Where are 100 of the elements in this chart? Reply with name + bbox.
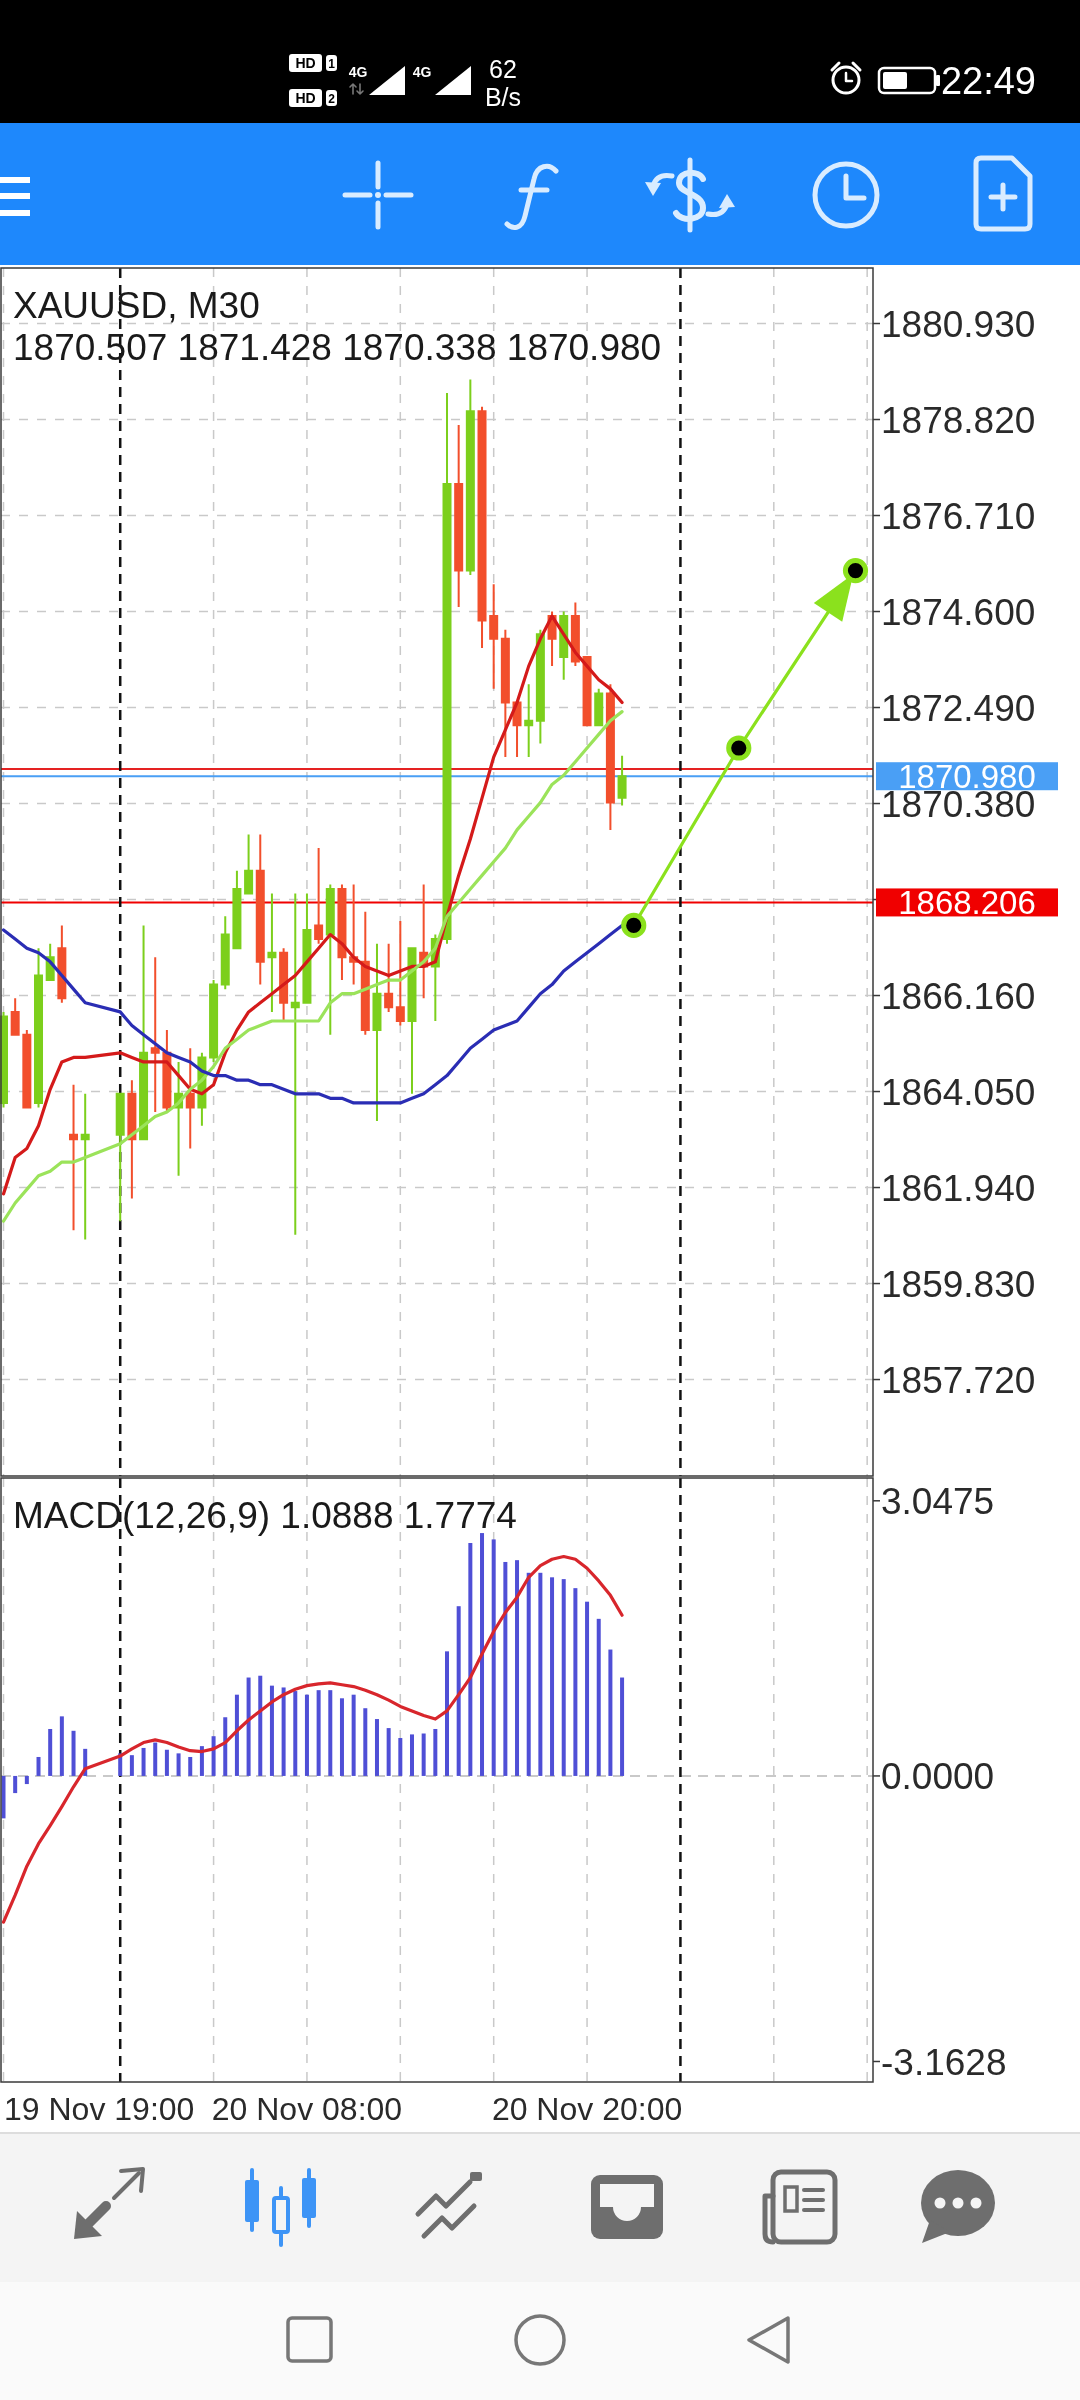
text: B/s	[484, 83, 522, 111]
bar	[608, 1649, 613, 1776]
bar	[538, 1572, 543, 1776]
text: 22:49	[940, 60, 1036, 102]
y-tick-label: 1861.940	[881, 1167, 1036, 1209]
candlestick	[605, 683, 615, 831]
candlestick	[115, 1092, 125, 1223]
bar	[421, 1733, 426, 1776]
bar	[141, 1747, 146, 1776]
candlestick	[185, 1047, 195, 1150]
candlestick	[314, 847, 324, 945]
bar	[433, 1728, 438, 1776]
bar	[573, 1588, 578, 1776]
bar	[269, 1685, 274, 1776]
text: XAUUSD, M30	[13, 285, 260, 326]
text: MACD(12,26,9) 1.0888 1.7774	[13, 1495, 517, 1536]
candlestick	[524, 683, 534, 759]
y-tick-label: 1876.710	[881, 495, 1036, 537]
y-tick-label: 1880.930	[881, 303, 1036, 345]
candlestick	[407, 947, 417, 1095]
bar	[176, 1753, 181, 1776]
bar	[211, 1736, 216, 1776]
x-tick-label: 20 Nov 08:00	[211, 2091, 403, 2127]
bar	[480, 1533, 485, 1776]
candlestick	[617, 754, 627, 807]
bar	[316, 1690, 321, 1776]
y-tick-label: 1872.490	[881, 687, 1036, 729]
candlestick	[232, 869, 242, 950]
candlestick	[465, 378, 475, 577]
y-tick-label: 1857.720	[881, 1359, 1036, 1401]
bar	[351, 1694, 356, 1776]
bar	[129, 1755, 134, 1776]
candlestick	[302, 892, 312, 1004]
candlestick	[267, 892, 277, 1013]
bar	[550, 1577, 555, 1776]
candlestick	[150, 956, 160, 1114]
candlestick	[244, 833, 254, 895]
bar	[596, 1618, 601, 1776]
text: HD	[295, 90, 316, 106]
bar	[246, 1677, 251, 1776]
candlestick	[477, 405, 487, 649]
candlestick	[209, 979, 219, 1063]
bar	[258, 1675, 263, 1776]
y-tick-label: 3.0475	[881, 1481, 995, 1523]
bar	[515, 1560, 520, 1776]
candlestick	[535, 628, 545, 745]
candlestick	[395, 919, 405, 1027]
y-tick-label: -3.1628	[881, 2041, 1007, 2083]
candlestick	[127, 1079, 137, 1200]
candlestick	[337, 883, 347, 982]
bar	[445, 1651, 449, 1776]
candlestick	[290, 892, 300, 1236]
bar	[164, 1749, 169, 1776]
bar	[153, 1742, 158, 1776]
text: HD	[295, 55, 316, 71]
candlestick	[220, 915, 230, 991]
candlestick	[500, 628, 510, 759]
candlestick	[360, 910, 370, 1036]
y-tick-label: 1878.820	[881, 399, 1036, 441]
candlestick	[594, 687, 604, 727]
bar	[304, 1694, 309, 1776]
x-tick-label: 19 Nov 19:00	[4, 2091, 195, 2127]
bar	[456, 1606, 461, 1776]
y-tick-label: 1866.160	[881, 975, 1036, 1017]
y-tick-label: 1859.830	[881, 1263, 1036, 1305]
candlestick	[442, 392, 452, 945]
bar	[468, 1543, 473, 1776]
y-tick-label: 0.0000	[881, 1756, 995, 1798]
bar	[223, 1717, 228, 1776]
candlestick	[349, 883, 359, 986]
bar	[339, 1698, 344, 1776]
bar	[188, 1756, 193, 1776]
text: 4G	[412, 64, 432, 80]
bar	[234, 1694, 239, 1776]
bar	[620, 1677, 625, 1776]
candlestick	[325, 883, 335, 1036]
bar	[281, 1687, 286, 1776]
candlestick	[372, 942, 382, 1123]
candlestick	[489, 583, 499, 690]
bar	[363, 1708, 368, 1776]
candlestick	[139, 924, 149, 1141]
bar	[293, 1691, 298, 1776]
candlestick	[255, 833, 265, 986]
bar	[561, 1579, 566, 1776]
y-tick-label: 1864.050	[881, 1071, 1036, 1113]
text: 4G	[348, 64, 368, 80]
text: 1870.507 1871.428 1870.338 1870.980	[13, 327, 662, 368]
x-tick-label: 20 Nov 20:00	[491, 2091, 683, 2127]
candlestick	[384, 942, 394, 1013]
bar	[585, 1601, 590, 1776]
bar	[386, 1728, 391, 1776]
bar	[398, 1738, 403, 1776]
candlestick	[454, 423, 464, 608]
text: 62	[489, 55, 517, 83]
candlestick	[582, 656, 592, 727]
ref-line-label: 1868.206	[898, 884, 1036, 922]
bar	[374, 1719, 379, 1776]
bar	[526, 1572, 531, 1776]
bar	[328, 1690, 333, 1776]
bar	[409, 1734, 414, 1776]
